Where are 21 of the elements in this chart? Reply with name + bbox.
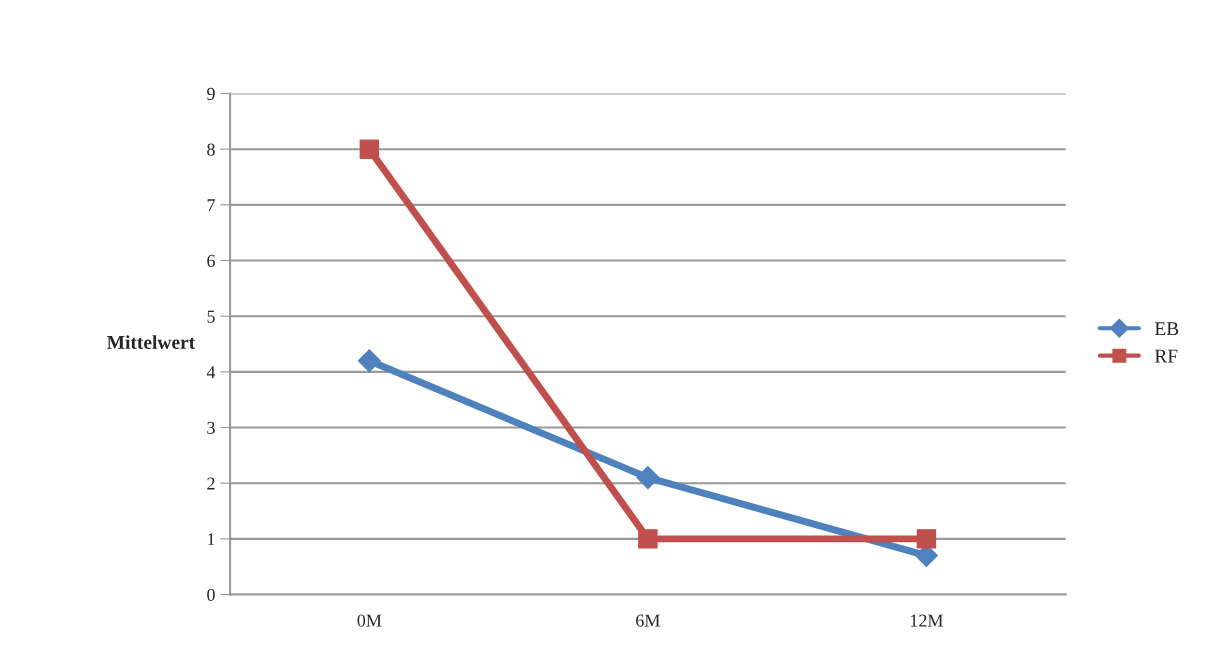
y-tick-label: 9 xyxy=(207,87,215,100)
legend-label: RF xyxy=(1154,349,1178,363)
point xyxy=(359,139,380,159)
y-tick-label: 3 xyxy=(207,421,215,434)
x-tick-label: 0M xyxy=(357,614,382,627)
point xyxy=(636,466,660,490)
x-tick-label: 12M xyxy=(910,614,943,627)
y-tick-label: 5 xyxy=(207,310,215,323)
point xyxy=(357,349,381,373)
y-tick-label: 1 xyxy=(208,533,215,546)
y-tick-label: 8 xyxy=(207,143,215,156)
y-tick-label: 4 xyxy=(206,366,216,379)
y-tick-label: 6 xyxy=(207,254,215,267)
y-tick-label: 7 xyxy=(207,199,215,212)
y-tick-label: 0 xyxy=(207,588,215,601)
x-tick-label: 6M xyxy=(636,614,660,627)
point xyxy=(916,529,937,549)
y-tick-label: 2 xyxy=(207,477,215,490)
point xyxy=(638,529,658,549)
y-axis-title: Mittelwert xyxy=(107,335,196,349)
legend-label: EB xyxy=(1154,322,1179,336)
